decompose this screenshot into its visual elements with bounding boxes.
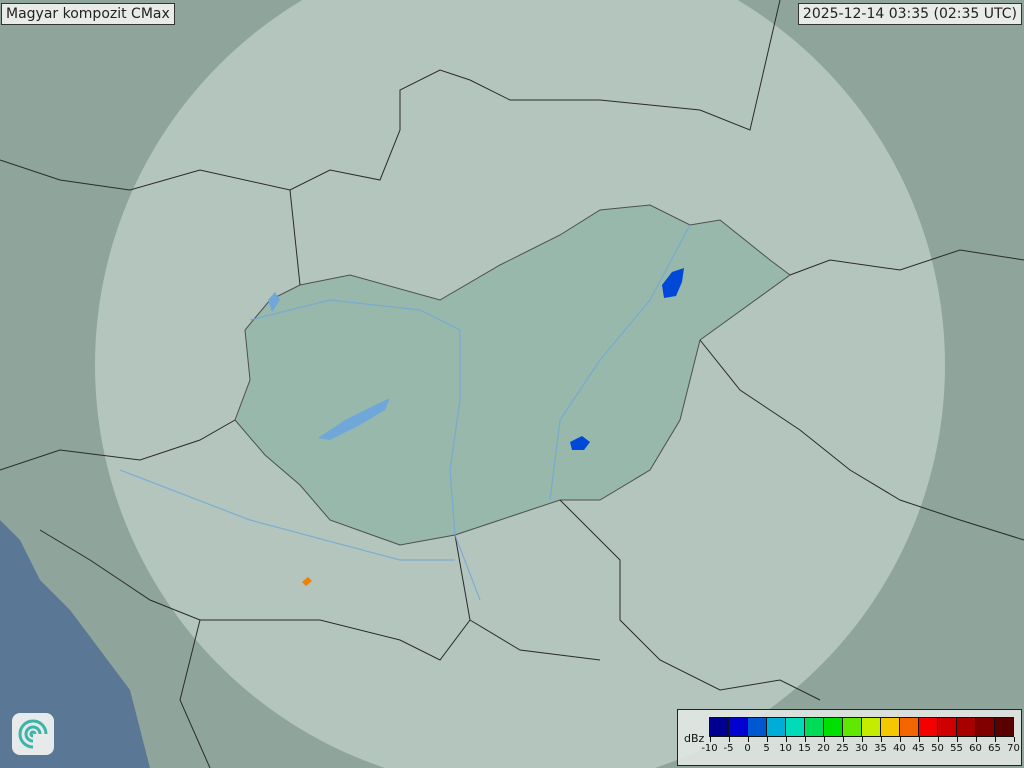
echo-south-west <box>302 577 312 586</box>
tick-mark <box>728 737 730 742</box>
color-scale-cell <box>710 718 729 736</box>
color-scale-cell <box>881 718 900 736</box>
color-scale-cell <box>919 718 938 736</box>
color-scale-cell <box>938 718 957 736</box>
tick-label: 65 <box>988 743 1001 754</box>
tick-label: 70 <box>1007 743 1020 754</box>
tick-label: 25 <box>836 743 849 754</box>
color-scale-cell <box>805 718 824 736</box>
color-scale-cell <box>862 718 881 736</box>
color-scale-cell <box>767 718 786 736</box>
timestamp: 2025-12-14 03:35 (02:35 UTC) <box>797 3 1022 25</box>
lake-neusiedl <box>268 292 280 312</box>
tick-label: 5 <box>763 743 770 754</box>
adriatic-sea <box>0 520 150 768</box>
tick-label: 50 <box>931 743 944 754</box>
lake-balaton <box>318 398 390 440</box>
tick-mark <box>785 737 787 742</box>
color-scale-cell <box>843 718 862 736</box>
echo-north-east <box>662 268 684 298</box>
color-scale-cell <box>957 718 976 736</box>
product-title: Magyar kompozit CMax <box>1 3 175 25</box>
tick-label: 0 <box>744 743 751 754</box>
tick-mark <box>766 737 768 742</box>
tick-mark <box>994 737 996 742</box>
tick-label: -10 <box>701 743 718 754</box>
rivers <box>119 224 691 601</box>
color-scale-ticks: -10 -5 0 5 10 15 20 25 30 35 40 45 50 55 60 65 70 <box>701 737 1020 761</box>
tick-mark <box>880 737 882 742</box>
tick-mark <box>842 737 844 742</box>
tick-mark <box>899 737 901 742</box>
color-scale-cell <box>824 718 843 736</box>
color-scale-cell <box>976 718 995 736</box>
color-scale-cell <box>995 718 1013 736</box>
tick-label: 45 <box>912 743 925 754</box>
color-scale <box>709 717 1014 737</box>
tick-mark <box>861 737 863 742</box>
tick-mark <box>918 737 920 742</box>
echo-central <box>570 436 590 450</box>
dbz-legend: dBz -10 -5 0 5 10 15 20 25 30 35 40 45 50 55 60 65 70 <box>677 709 1022 766</box>
swirl-logo-icon <box>12 713 54 755</box>
tick-label: 30 <box>855 743 868 754</box>
radar-echoes <box>302 268 684 586</box>
color-scale-cell <box>900 718 919 736</box>
tick-mark <box>709 737 711 742</box>
tick-mark <box>747 737 749 742</box>
tick-label: 60 <box>969 743 982 754</box>
tick-label: 35 <box>874 743 887 754</box>
tick-mark <box>956 737 958 742</box>
color-scale-cell <box>786 718 805 736</box>
tick-mark <box>804 737 806 742</box>
tick-label: 55 <box>950 743 963 754</box>
tick-mark <box>823 737 825 742</box>
color-scale-cell <box>729 718 748 736</box>
tick-label: 40 <box>893 743 906 754</box>
tick-label: 10 <box>779 743 792 754</box>
tick-label: 15 <box>798 743 811 754</box>
color-scale-cell <box>748 718 767 736</box>
tick-mark <box>1013 737 1015 742</box>
tick-label: -5 <box>723 743 734 754</box>
legend-unit: dBz <box>684 732 705 745</box>
tick-label: 20 <box>817 743 830 754</box>
tick-mark <box>975 737 977 742</box>
hungary-region <box>234 204 791 546</box>
tick-mark <box>937 737 939 742</box>
